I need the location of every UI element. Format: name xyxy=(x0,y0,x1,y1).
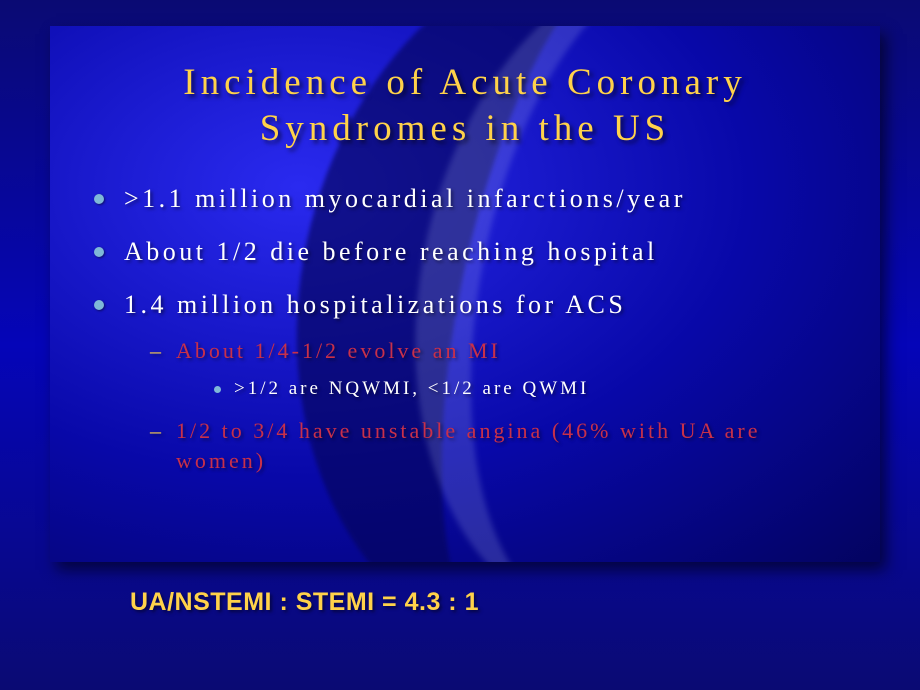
bullet-text: About 1/2 die before reaching hospital xyxy=(124,237,658,266)
sub-bullet-item: About 1/4-1/2 evolve an MI >1/2 are NQWM… xyxy=(150,336,846,402)
bullet-text: >1.1 million myocardial infarctions/year xyxy=(124,184,686,213)
subsub-bullet-item: >1/2 are NQWMI, <1/2 are QWMI xyxy=(212,377,846,402)
subsub-bullet-list: >1/2 are NQWMI, <1/2 are QWMI xyxy=(212,377,846,402)
bullet-text: 1.4 million hospitalizations for ACS xyxy=(124,290,626,319)
bullet-item: >1.1 million myocardial infarctions/year xyxy=(90,181,846,216)
bullet-item: About 1/2 die before reaching hospital xyxy=(90,234,846,269)
title-line-1: Incidence of Acute Coronary xyxy=(183,62,746,103)
slide-inner: Incidence of Acute Coronary Syndromes in… xyxy=(50,26,880,562)
slide-title: Incidence of Acute Coronary Syndromes in… xyxy=(84,60,846,153)
slide-outer: Incidence of Acute Coronary Syndromes in… xyxy=(0,0,920,690)
sub-bullet-text: 1/2 to 3/4 have unstable angina (46% wit… xyxy=(176,418,761,473)
title-line-2: Syndromes in the US xyxy=(260,108,671,149)
subsub-bullet-text: >1/2 are NQWMI, <1/2 are QWMI xyxy=(234,378,589,399)
sub-bullet-text: About 1/4-1/2 evolve an MI xyxy=(176,338,501,363)
sub-bullet-item: 1/2 to 3/4 have unstable angina (46% wit… xyxy=(150,416,846,475)
footer-ratio: UA/NSTEMI : STEMI = 4.3 : 1 xyxy=(130,588,479,617)
bullet-list: >1.1 million myocardial infarctions/year… xyxy=(90,181,846,476)
bullet-item: 1.4 million hospitalizations for ACS Abo… xyxy=(90,287,846,476)
sub-bullet-list: About 1/4-1/2 evolve an MI >1/2 are NQWM… xyxy=(150,336,846,476)
